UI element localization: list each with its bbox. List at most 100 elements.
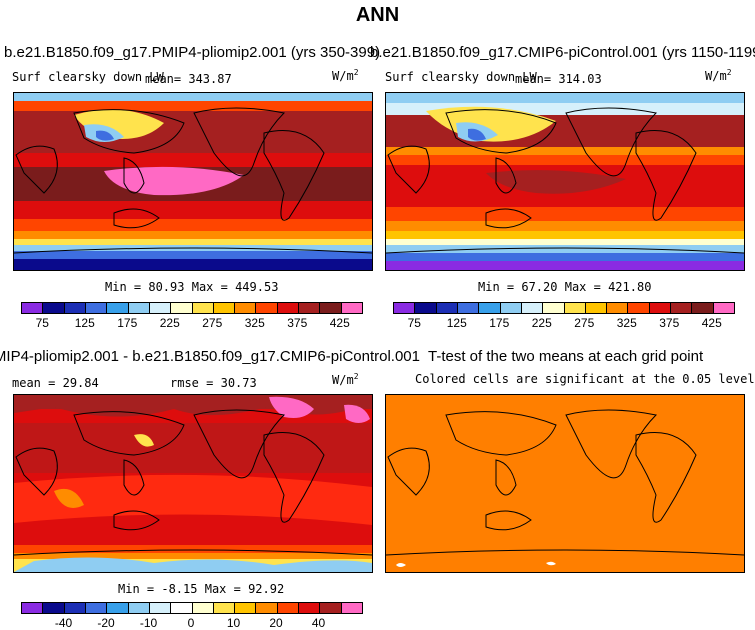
colorbar-tick-label: 325 xyxy=(244,316,265,330)
minmax-bottom-left: Min = -8.15 Max = 92.92 xyxy=(118,582,285,596)
rmse-label-bottom-left: rmse = 30.73 xyxy=(170,376,257,390)
colorbar-swatch xyxy=(671,303,693,313)
colorbar-swatch xyxy=(64,303,86,313)
colorbar-swatch xyxy=(256,603,278,613)
mean-value-bottom-left: 29.84 xyxy=(62,376,99,390)
colorbar-swatch xyxy=(149,603,172,613)
colorbar-swatch xyxy=(22,603,44,613)
min-value-top-left: 80.93 xyxy=(148,280,185,294)
colorbar-swatch xyxy=(43,603,65,613)
colorbar-tick-label: 375 xyxy=(287,316,308,330)
max-value-top-left: 449.53 xyxy=(235,280,279,294)
colorbar-swatch xyxy=(543,303,565,313)
colorbar-tick-label: 10 xyxy=(226,616,241,630)
colorbar-tick-label: 275 xyxy=(574,316,595,330)
colorbar-swatch xyxy=(649,303,672,313)
colorbar-top-left xyxy=(21,302,363,314)
colorbar-tick-label: -20 xyxy=(97,616,115,630)
map-top-left xyxy=(13,92,373,271)
variable-label-top-left: Surf clearsky down LW xyxy=(12,70,164,84)
min-value-top-right: 67.20 xyxy=(521,280,558,294)
colorbar-swatch xyxy=(235,603,257,613)
colorbar-swatch xyxy=(457,303,480,313)
colorbar-swatch xyxy=(192,603,214,613)
colorbar-swatch xyxy=(22,303,44,313)
colorbar-swatch xyxy=(192,303,214,313)
rmse-value-bottom-left: 30.73 xyxy=(220,376,257,390)
colorbar-swatch xyxy=(171,303,193,313)
colorbar-swatch xyxy=(85,603,108,613)
map-bottom-right xyxy=(385,394,745,573)
map-canvas-bottom-right xyxy=(386,395,744,572)
colorbar-swatch xyxy=(171,603,193,613)
colorbar-swatch xyxy=(500,303,522,313)
colorbar-swatch xyxy=(479,303,501,313)
colorbar-tick-label: 75 xyxy=(407,316,421,330)
colorbar-tick-label: 75 xyxy=(35,316,49,330)
min-value-bottom-left: -8.15 xyxy=(161,582,198,596)
colorbar-swatch xyxy=(713,303,734,313)
colorbar-swatch xyxy=(43,303,65,313)
panel-title-bottom-left: b.e21.B1850.f09_g17.PMIP4-pliomip2.001 -… xyxy=(0,348,420,365)
max-value-bottom-left: 92.92 xyxy=(248,582,285,596)
colorbar-swatch xyxy=(149,303,172,313)
colorbar-swatch xyxy=(564,303,586,313)
mean-label-top-right: mean= 314.03 xyxy=(515,72,602,86)
colorbar-tick-label: 275 xyxy=(202,316,223,330)
colorbar-swatch xyxy=(128,603,150,613)
mean-value-top-right: 314.03 xyxy=(558,72,602,86)
minmax-top-left: Min = 80.93 Max = 449.53 xyxy=(105,280,279,294)
colorbar-swatch xyxy=(341,303,362,313)
colorbar-swatch xyxy=(85,303,108,313)
colorbar-swatch xyxy=(341,603,362,613)
colorbar-tick-label: -10 xyxy=(139,616,158,630)
colorbar-swatch xyxy=(320,303,342,313)
colorbar-swatch xyxy=(107,603,129,613)
panel-subtitle-bottom-right: Colored cells are significant at the 0.0… xyxy=(415,372,755,386)
colorbar-swatch xyxy=(213,303,236,313)
map-canvas-top-left xyxy=(14,93,372,270)
variable-label-top-right: Surf clearsky down LW xyxy=(385,70,537,84)
colorbar-swatch xyxy=(521,303,544,313)
colorbar-tick-label: 125 xyxy=(446,316,467,330)
colorbar-swatch xyxy=(256,303,278,313)
colorbar-tick-label: 425 xyxy=(329,316,350,330)
colorbar-swatch xyxy=(107,303,129,313)
colorbar-swatch xyxy=(585,303,608,313)
colorbar-swatch xyxy=(277,603,300,613)
units-top-right: W/m2 xyxy=(705,68,732,83)
colorbar-swatch xyxy=(299,603,321,613)
max-value-top-right: 421.80 xyxy=(608,280,652,294)
colorbar-tick-label: 425 xyxy=(701,316,722,330)
colorbar-swatch xyxy=(299,303,321,313)
colorbar-swatch xyxy=(394,303,416,313)
panel-title-top-right: b.e21.B1850.f09_g17.CMIP6-piControl.001 … xyxy=(370,44,755,61)
units-top-left: W/m2 xyxy=(332,68,359,83)
units-bottom-left: W/m2 xyxy=(332,372,359,387)
colorbar-bottom-left xyxy=(21,602,363,614)
colorbar-swatch xyxy=(436,303,458,313)
mean-label-top-left: mean= 343.87 xyxy=(145,72,232,86)
colorbar-swatch xyxy=(692,303,714,313)
colorbar-tick-label: 40 xyxy=(311,616,326,630)
colorbar-tick-label: 325 xyxy=(616,316,637,330)
colorbar-swatch xyxy=(607,303,629,313)
colorbar-tick-label: -40 xyxy=(54,616,73,630)
colorbar-tick-label: 375 xyxy=(659,316,680,330)
minmax-top-right: Min = 67.20 Max = 421.80 xyxy=(478,280,652,294)
colorbar-swatch xyxy=(128,303,150,313)
colorbar-tick-label: 225 xyxy=(159,316,180,330)
map-canvas-top-right xyxy=(386,93,744,270)
panel-title-bottom-right: T-test of the two means at each grid poi… xyxy=(428,348,704,365)
colorbar-tick-label: 0 xyxy=(187,616,195,630)
colorbar-tick-label: 20 xyxy=(269,616,283,630)
map-top-right xyxy=(385,92,745,271)
panel-title-top-left: b.e21.B1850.f09_g17.PMIP4-pliomip2.001 (… xyxy=(4,44,381,61)
colorbar-swatch xyxy=(628,303,650,313)
mean-label-bottom-left: mean = 29.84 xyxy=(12,376,99,390)
colorbar-tick-label: 125 xyxy=(74,316,95,330)
colorbar-top-right xyxy=(393,302,735,314)
colorbar-swatch xyxy=(64,603,86,613)
colorbar-tick-label: 225 xyxy=(531,316,552,330)
colorbar-tick-label: 175 xyxy=(489,316,510,330)
